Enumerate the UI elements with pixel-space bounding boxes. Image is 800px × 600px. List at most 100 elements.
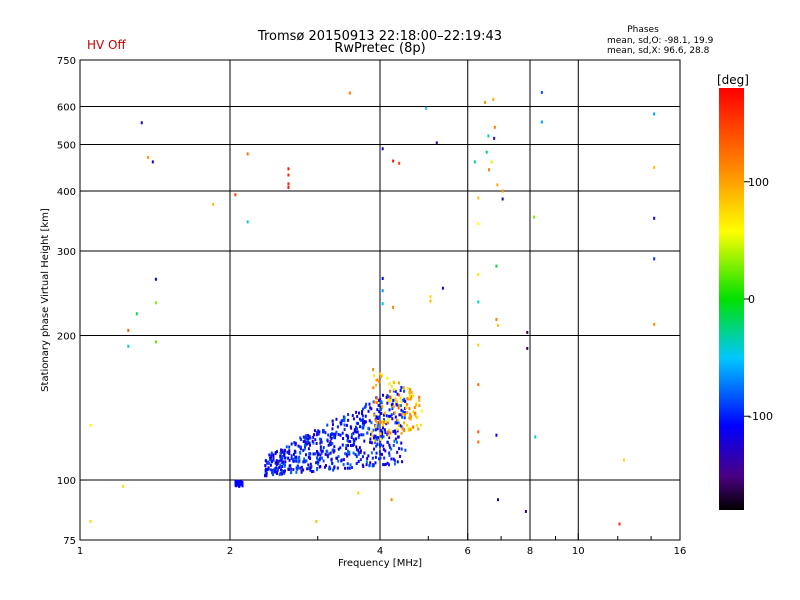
data-point [363,439,366,443]
data-point [386,401,389,405]
data-point [302,460,305,464]
data-point [329,443,332,447]
data-point [336,466,339,470]
data-point [329,435,332,439]
data-point [384,449,387,453]
data-point [376,378,379,382]
data-point [287,182,290,186]
data-point [361,425,364,429]
data-point [398,161,401,165]
data-point [378,410,381,414]
colorbar-tick-label: -100 [748,410,773,423]
data-point [408,407,411,411]
data-point [362,424,365,428]
data-point [401,415,404,419]
data-point [309,457,312,461]
data-point [282,469,285,473]
data-point [361,410,364,414]
data-point [328,452,331,456]
data-point [393,462,396,466]
data-point [276,450,279,454]
data-point [387,430,390,434]
chart-subtitle: RwPretec (8p) [334,41,425,56]
data-point [268,453,271,457]
data-point [355,430,358,434]
data-point [289,467,292,471]
data-point [332,435,335,439]
data-point [283,448,286,452]
data-point [379,439,382,443]
data-point [305,434,308,438]
data-point [389,399,392,403]
data-point [336,456,339,460]
data-point [379,397,382,401]
data-point [373,413,376,417]
data-point [387,395,390,399]
data-point [374,434,377,438]
data-point [381,147,384,151]
data-point [288,458,291,462]
data-point [237,483,240,487]
data-point [294,441,297,445]
y-tick-label: 500 [57,141,76,152]
data-point [285,445,288,449]
data-point [306,440,309,444]
data-point [400,441,403,445]
data-point [342,458,345,462]
data-point [390,447,393,451]
data-point [267,466,270,470]
data-point [299,445,302,449]
data-point [362,425,365,429]
data-point [279,456,282,460]
data-point [337,432,340,436]
data-point [281,465,284,469]
data-point [409,428,412,432]
data-point [405,405,408,409]
data-point [326,439,329,443]
data-point [392,457,395,461]
data-point [278,459,281,463]
data-point [350,435,353,439]
data-point [399,424,402,428]
data-point [344,452,347,456]
data-point [353,429,356,433]
data-point [147,155,150,159]
data-point [524,509,527,513]
y-tick-label: 100 [57,476,76,487]
data-point [394,389,397,393]
data-point [281,456,284,460]
data-point [389,414,392,418]
data-point [287,185,290,189]
data-point [299,451,302,455]
data-point [429,299,432,303]
data-point [315,433,318,437]
data-point [296,464,299,468]
data-point [381,433,384,437]
data-point [417,427,420,431]
data-point [388,463,391,467]
data-point [388,445,391,449]
data-point [400,431,403,435]
data-point [380,375,383,379]
data-point [341,418,344,422]
data-point [303,447,306,451]
data-point [345,444,348,448]
data-point [406,423,409,427]
data-point [355,437,358,441]
data-point [403,389,406,393]
data-point [369,461,372,465]
data-point [352,431,355,435]
data-point [398,381,401,385]
data-point [400,408,403,412]
data-point [333,445,336,449]
data-point [386,461,389,465]
data-point [352,417,355,421]
data-point [400,425,403,429]
data-point [282,460,285,464]
data-point [288,449,291,453]
data-point [339,422,342,426]
data-point [295,459,298,463]
data-point [401,412,404,416]
data-point [371,434,374,438]
data-point [317,460,320,464]
